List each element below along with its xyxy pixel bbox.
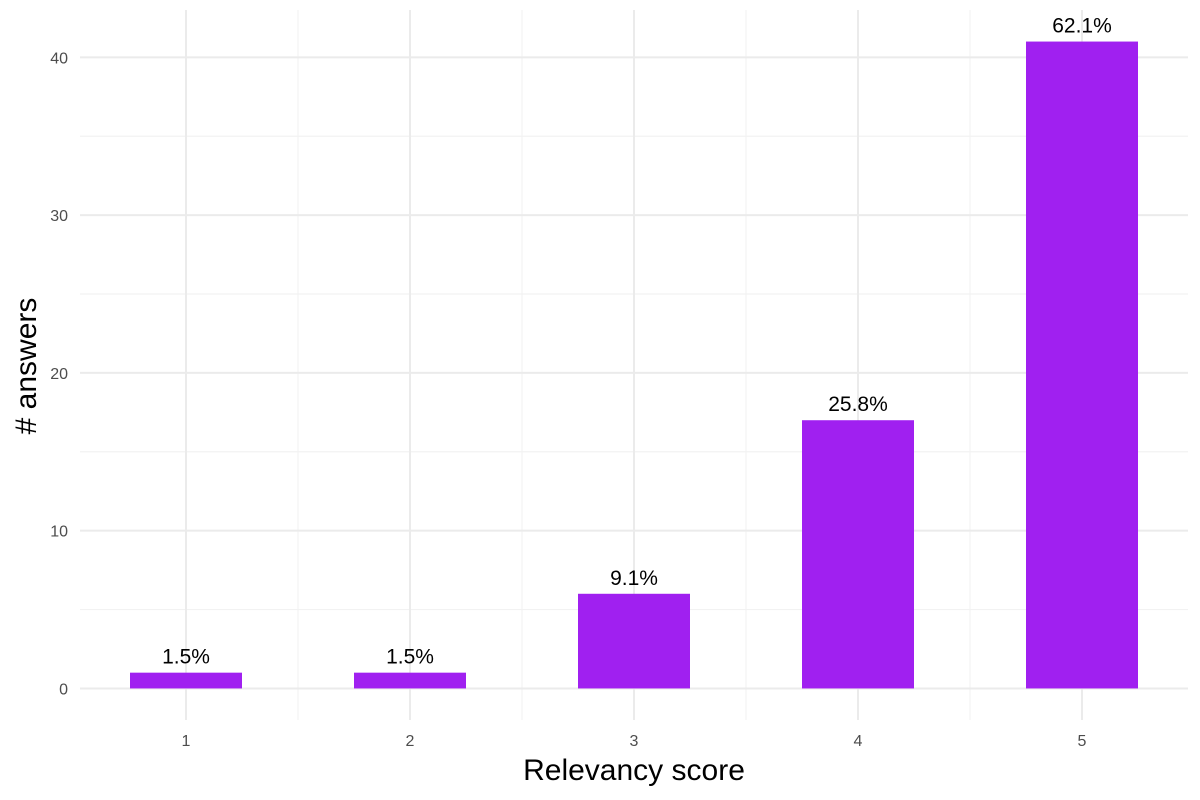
bar [354,672,466,689]
bar-value-label: 1.5% [386,646,434,669]
bar-value-label: 1.5% [162,646,210,669]
x-tick-label: 1 [182,733,191,750]
bar [1026,41,1138,689]
y-tick-label: 40 [50,50,68,67]
y-tick-label: 0 [59,681,68,698]
y-tick-label: 20 [50,366,68,383]
x-axis-ticks: 1 2 3 4 5 [182,733,1087,750]
x-axis-title: Relevancy score [523,754,745,787]
x-tick-label: 3 [630,733,639,750]
data-labels: 1.5% 1.5% 9.1% 25.8% 62.1% [162,15,1112,669]
bar-value-label: 25.8% [828,393,888,416]
bar [802,420,914,689]
x-tick-label: 2 [406,733,415,750]
y-tick-label: 10 [50,524,68,541]
x-tick-label: 5 [1078,733,1087,750]
bar-value-label: 62.1% [1052,15,1112,38]
bar [130,672,242,689]
bar-value-label: 9.1% [610,567,658,590]
y-axis-ticks: 0 10 20 30 40 [50,50,68,698]
bars [130,41,1138,689]
x-tick-label: 4 [854,733,863,750]
bar [578,593,690,689]
y-tick-label: 30 [50,208,68,225]
y-axis-title: # answers [10,298,43,435]
